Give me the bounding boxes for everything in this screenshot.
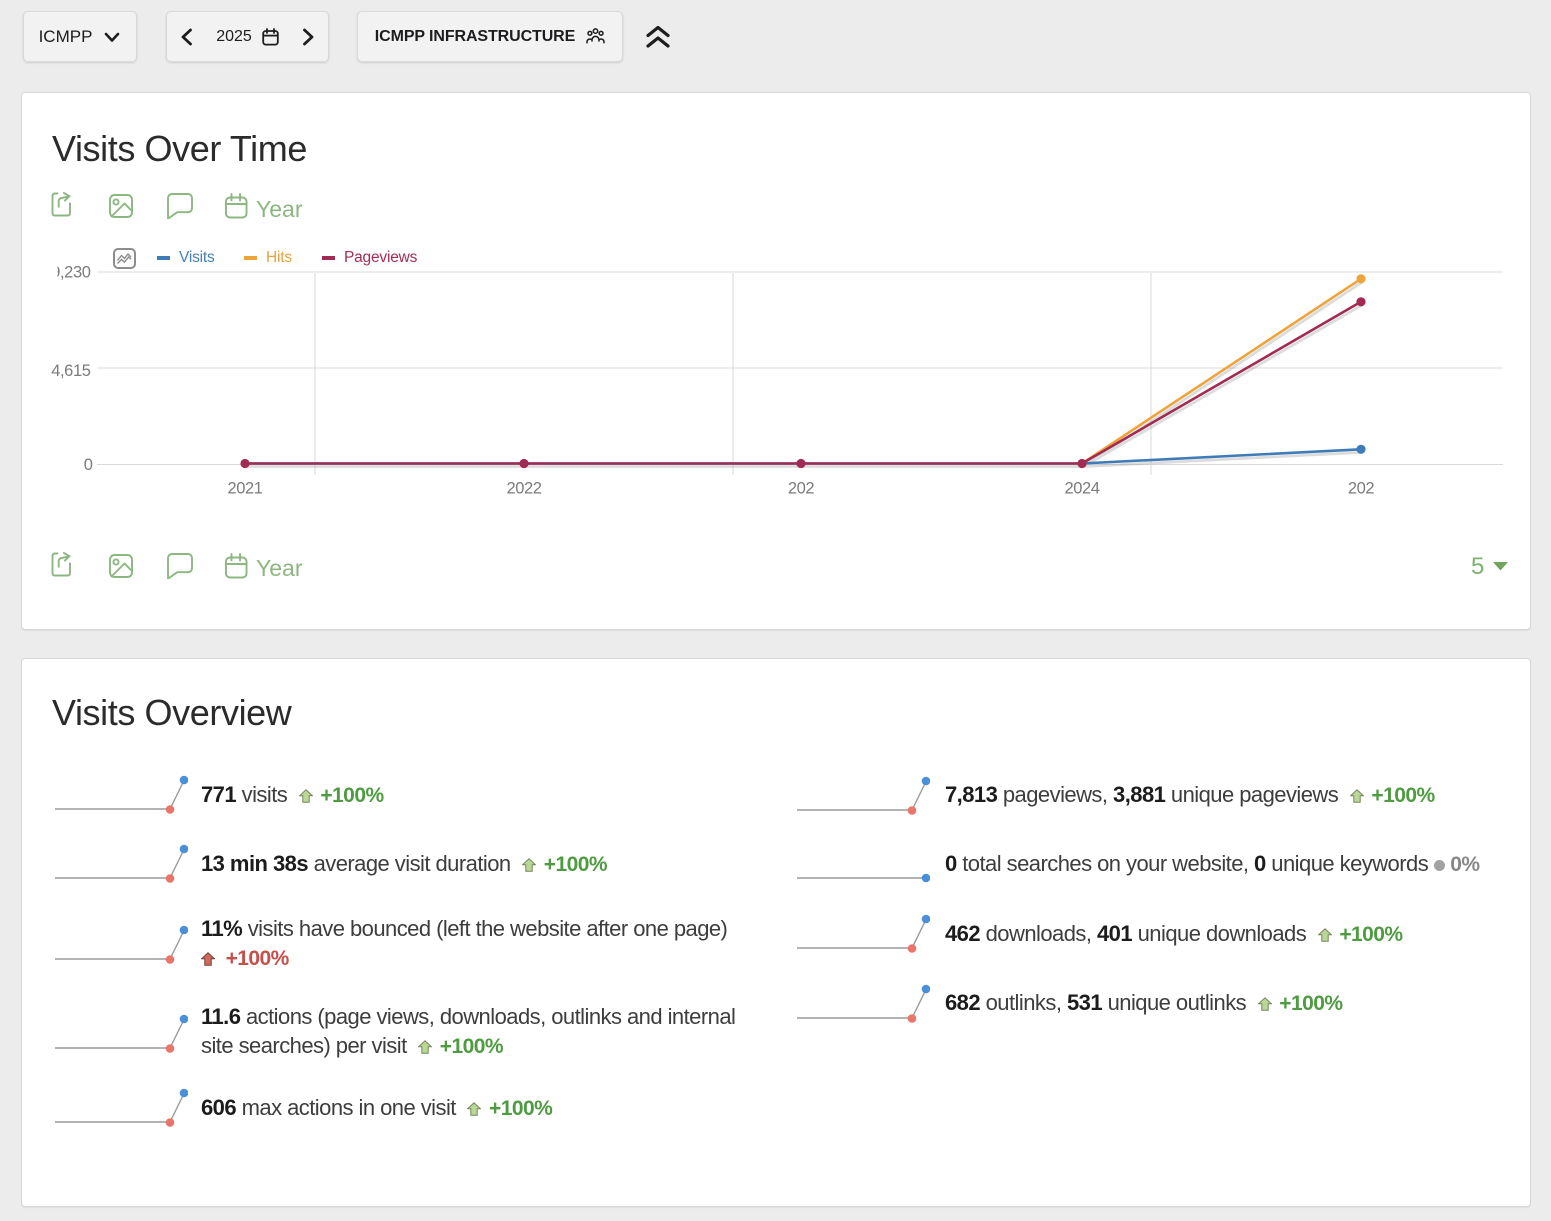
svg-text:2021: 2021 [227, 479, 262, 497]
svg-text:0: 0 [84, 456, 93, 474]
svg-text:4,615: 4,615 [51, 362, 91, 380]
svg-text:2024: 2024 [1064, 479, 1099, 497]
svg-text:202: 202 [788, 479, 815, 497]
svg-text:9,230: 9,230 [51, 264, 91, 282]
svg-text:2022: 2022 [506, 479, 541, 497]
svg-text:202: 202 [1348, 479, 1375, 497]
